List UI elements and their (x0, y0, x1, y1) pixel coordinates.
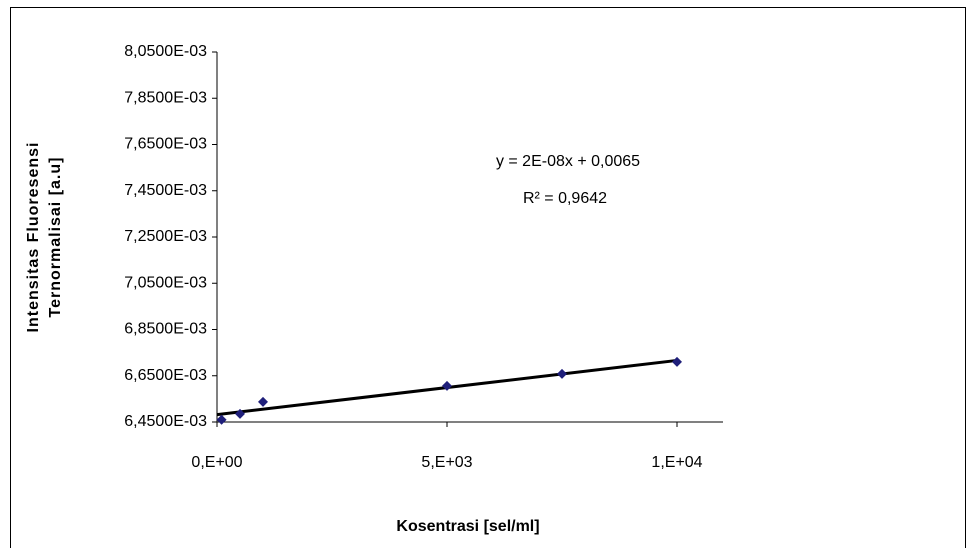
y-tick-label: 7,8500E-03 (124, 89, 207, 106)
y-tick-label: 7,2500E-03 (124, 228, 207, 245)
chart: Kosentrasi [sel/ml] Intensitas Fluoresen… (0, 0, 972, 548)
y-tick-label: 6,8500E-03 (124, 321, 207, 338)
x-axis-label: Kosentrasi [sel/ml] (396, 518, 539, 535)
point (672, 357, 682, 367)
point (217, 415, 227, 425)
y-tick-label: 6,4500E-03 (124, 413, 207, 430)
x-tick-label: 1,E+04 (651, 454, 702, 471)
y-tick-label: 8,0500E-03 (124, 43, 207, 60)
y-tick-label: 7,4500E-03 (124, 182, 207, 199)
y-axis-label-line: Intensitas Fluoresensi (25, 142, 42, 333)
y-axis-label: Intensitas Fluoresensi Ternormalisai [a.… (25, 142, 64, 333)
y-axis-label-line: Ternormalisai [a.u] (47, 157, 64, 318)
equation: y = 2E-08x + 0,0065 (496, 153, 640, 170)
x-tick-label: 5,E+03 (421, 454, 472, 471)
y-tick-label: 7,6500E-03 (124, 136, 207, 153)
y-tick-label: 6,6500E-03 (124, 367, 207, 384)
point (557, 369, 567, 379)
r-squared: R² = 0,9642 (523, 190, 607, 207)
x-tick-label: 0,E+00 (191, 454, 242, 471)
y-tick-label: 7,0500E-03 (124, 274, 207, 291)
point (258, 397, 268, 407)
page: {"chart_data": {"type": "scatter", "xlab… (0, 0, 972, 548)
